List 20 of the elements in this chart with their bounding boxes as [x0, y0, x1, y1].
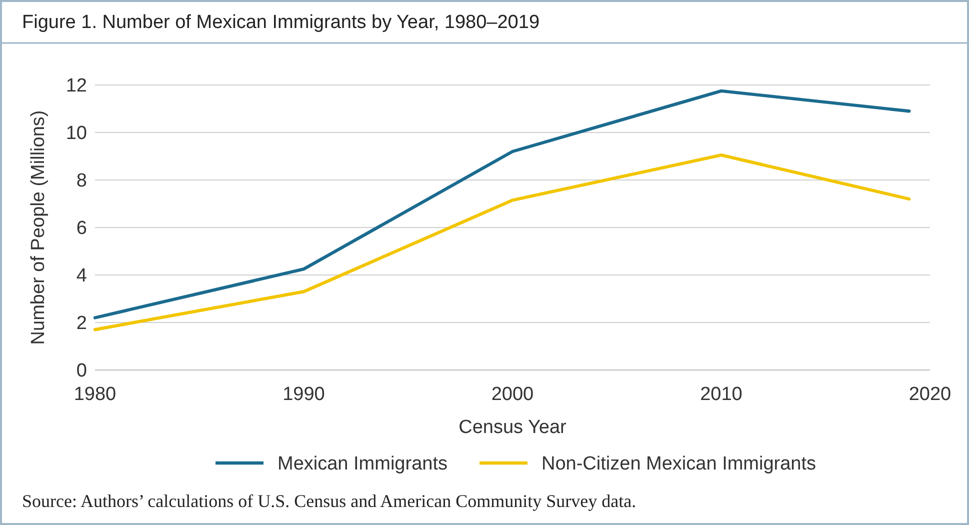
- legend-label: Non-Citizen Mexican Immigrants: [542, 454, 816, 475]
- x-tick-label: 2010: [700, 384, 742, 405]
- line-series: [93, 153, 911, 332]
- y-tick-label: 0: [76, 360, 87, 382]
- legend-label: Mexican Immigrants: [278, 454, 448, 475]
- chart-title: Figure 1. Number of Mexican Immigrants by Year, 1980–2019: [22, 12, 540, 33]
- y-tick-label: 12: [66, 76, 87, 97]
- x-tick-label: 2020: [908, 384, 952, 405]
- y-tick-label: 6: [76, 218, 87, 240]
- x-tick-label: 1980: [74, 384, 116, 405]
- source-note: Source: Authors’ calculations of U.S. Census and American Community Survey data.: [22, 491, 636, 511]
- x-tick-label: 2000: [491, 384, 534, 405]
- y-tick-label: 10: [66, 123, 87, 144]
- y-tick-label: 8: [76, 170, 87, 192]
- line-series: [93, 89, 911, 320]
- x-axis-title: Census Year: [458, 417, 568, 438]
- y-axis-title: Number of People (Millions): [28, 110, 49, 345]
- y-tick-label: 4: [76, 266, 88, 287]
- y-tick-label: 2: [76, 313, 87, 334]
- x-tick-label: 1990: [282, 384, 325, 405]
